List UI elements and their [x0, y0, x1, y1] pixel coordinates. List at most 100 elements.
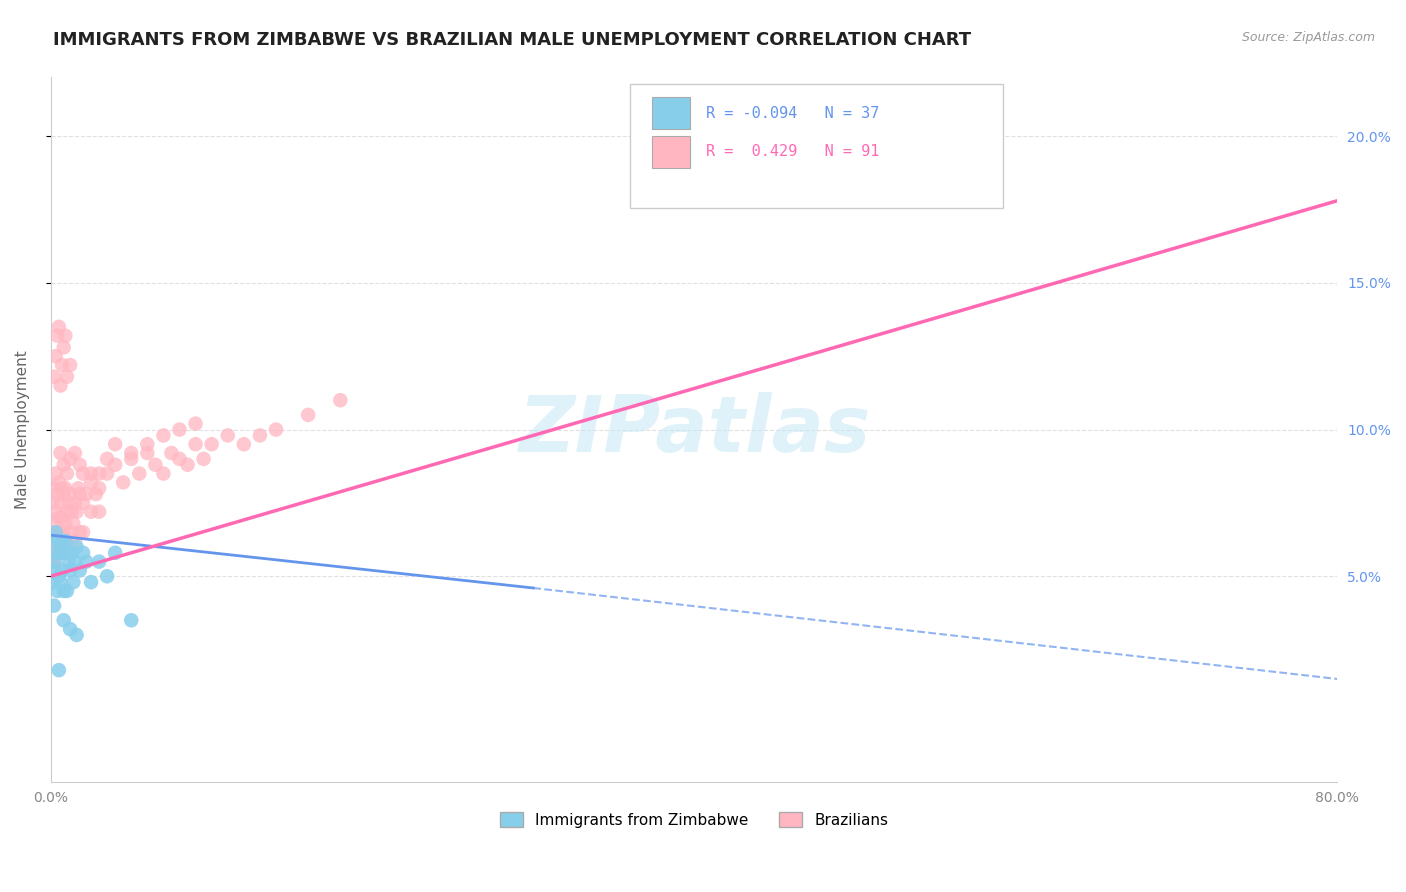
Point: [51, 358, 73, 372]
Point: [104, 437, 127, 451]
Point: [217, 428, 239, 442]
Point: [297, 408, 319, 422]
Point: [152, 428, 174, 442]
Point: [42, 516, 65, 531]
Point: [96, 451, 118, 466]
Point: [184, 437, 207, 451]
Point: [56, 546, 79, 560]
Point: [48, 319, 70, 334]
Text: R =  0.429   N = 91: R = 0.429 N = 91: [706, 145, 879, 160]
Point: [49, 446, 72, 460]
Point: [46, 525, 69, 540]
Point: [45, 467, 67, 481]
Point: [51, 481, 73, 495]
Point: [80, 575, 103, 590]
Point: [52, 583, 75, 598]
Point: [63, 446, 86, 460]
Point: [62, 516, 84, 531]
Point: [152, 467, 174, 481]
Point: [48, 663, 70, 677]
Point: [41, 496, 63, 510]
Point: [41, 534, 63, 549]
Point: [46, 583, 69, 598]
Point: [51, 546, 73, 560]
Point: [65, 505, 87, 519]
Point: [120, 446, 142, 460]
Point: [169, 451, 191, 466]
Point: [49, 525, 72, 540]
Point: [52, 525, 75, 540]
Point: [52, 458, 75, 472]
Point: [72, 525, 94, 540]
Point: [87, 481, 110, 495]
Point: [104, 546, 127, 560]
Point: [59, 563, 82, 577]
Point: [87, 467, 110, 481]
Point: [58, 496, 80, 510]
Point: [48, 546, 70, 560]
Point: [176, 458, 198, 472]
Point: [41, 555, 63, 569]
Point: [63, 534, 86, 549]
Point: [56, 369, 79, 384]
Point: [46, 487, 69, 501]
Point: [169, 423, 191, 437]
Point: [63, 496, 86, 510]
Point: [69, 525, 91, 540]
Point: [56, 467, 79, 481]
Point: [52, 487, 75, 501]
Text: R = -0.094   N = 37: R = -0.094 N = 37: [706, 105, 879, 120]
Point: [136, 446, 159, 460]
Point: [69, 458, 91, 472]
Point: [51, 563, 73, 577]
Point: [80, 467, 103, 481]
Point: [59, 622, 82, 636]
Point: [41, 540, 63, 554]
Point: [59, 487, 82, 501]
FancyBboxPatch shape: [651, 136, 690, 168]
Point: [80, 505, 103, 519]
Point: [51, 534, 73, 549]
Text: ZIPatlas: ZIPatlas: [517, 392, 870, 467]
Point: [53, 534, 76, 549]
Point: [112, 475, 135, 490]
Point: [60, 546, 83, 560]
Point: [48, 510, 70, 524]
Point: [65, 540, 87, 554]
Point: [193, 451, 215, 466]
Point: [49, 575, 72, 590]
Point: [264, 423, 287, 437]
Point: [48, 569, 70, 583]
Point: [75, 487, 97, 501]
Point: [62, 575, 84, 590]
Point: [72, 546, 94, 560]
Point: [184, 417, 207, 431]
Point: [49, 546, 72, 560]
Point: [52, 613, 75, 627]
FancyBboxPatch shape: [651, 97, 690, 129]
Point: [41, 575, 63, 590]
Point: [136, 437, 159, 451]
Point: [42, 369, 65, 384]
Point: [72, 496, 94, 510]
Point: [51, 510, 73, 524]
Point: [60, 505, 83, 519]
Point: [49, 496, 72, 510]
Point: [45, 505, 67, 519]
Point: [48, 534, 70, 549]
Point: [69, 563, 91, 577]
Point: [42, 481, 65, 495]
Point: [56, 583, 79, 598]
Text: Source: ZipAtlas.com: Source: ZipAtlas.com: [1241, 31, 1375, 45]
Point: [65, 628, 87, 642]
Point: [53, 516, 76, 531]
Point: [42, 599, 65, 613]
Point: [75, 555, 97, 569]
Point: [46, 546, 69, 560]
Text: IMMIGRANTS FROM ZIMBABWE VS BRAZILIAN MALE UNEMPLOYMENT CORRELATION CHART: IMMIGRANTS FROM ZIMBABWE VS BRAZILIAN MA…: [53, 31, 972, 49]
Point: [59, 358, 82, 372]
Y-axis label: Male Unemployment: Male Unemployment: [15, 351, 30, 509]
Point: [42, 555, 65, 569]
Point: [67, 481, 90, 495]
Point: [53, 481, 76, 495]
